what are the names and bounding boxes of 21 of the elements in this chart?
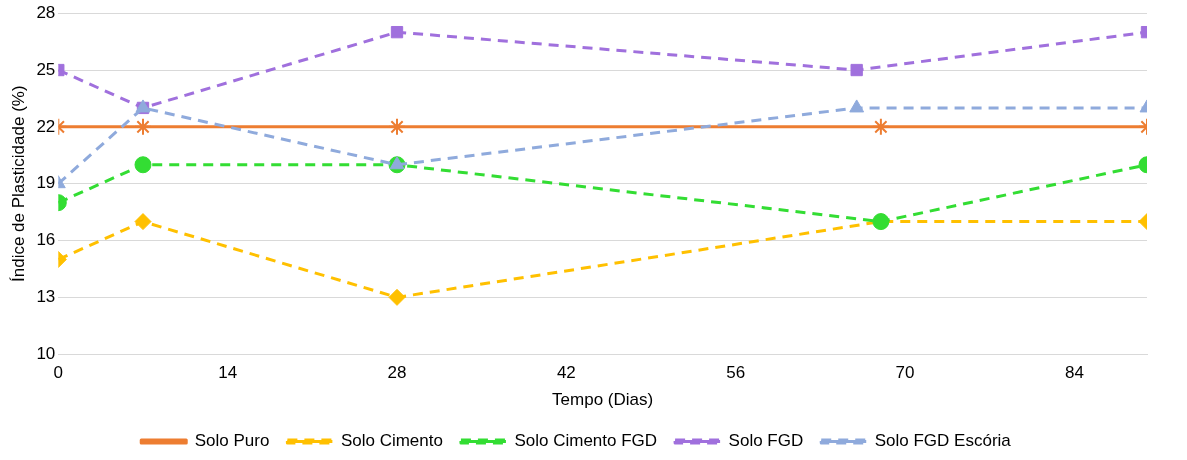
- legend-label: Solo Cimento: [340, 431, 443, 451]
- x-axis-title: Tempo (Dias): [552, 390, 654, 410]
- x-tick-label: 84: [1064, 363, 1084, 383]
- y-tick-label: 25: [36, 59, 56, 79]
- y-tick-label: 19: [36, 173, 56, 193]
- y-axis-title: Índice de Plasticidade (%): [8, 85, 28, 282]
- x-tick-label: 70: [895, 363, 915, 383]
- x-tick-label: 42: [556, 363, 576, 383]
- x-tick-label: 0: [53, 363, 64, 383]
- legend-label: Solo FGD Escória: [874, 431, 1012, 451]
- legend-label: Solo Cimento FGD: [514, 431, 658, 451]
- legend-label: Solo Puro: [194, 431, 270, 451]
- y-tick-label: 22: [36, 116, 56, 136]
- legend-label: Solo FGD: [728, 431, 804, 451]
- x-tick-label: 56: [726, 363, 746, 383]
- x-tick-label: 28: [387, 363, 407, 383]
- y-tick-label: 28: [36, 2, 56, 22]
- y-tick-label: 10: [36, 343, 56, 363]
- y-tick-label: 13: [36, 287, 56, 307]
- y-tick-label: 16: [36, 230, 56, 250]
- x-tick-label: 14: [218, 363, 238, 383]
